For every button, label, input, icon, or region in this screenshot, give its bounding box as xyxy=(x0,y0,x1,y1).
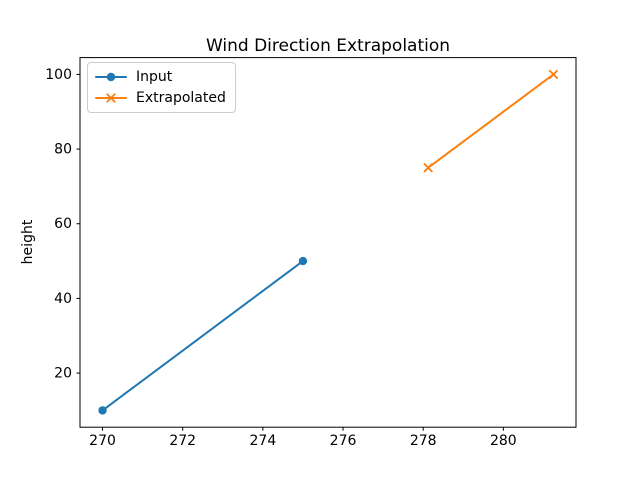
x-tick-label: 278 xyxy=(410,433,437,449)
x-tick-label: 272 xyxy=(169,433,196,449)
circle-marker-icon xyxy=(98,406,107,415)
y-tick-label: 20 xyxy=(54,366,72,382)
x-tick-label: 276 xyxy=(330,433,357,449)
y-tick-label: 60 xyxy=(54,216,72,232)
legend-circle-glyph xyxy=(106,72,116,82)
y-tick-label: 80 xyxy=(54,142,72,158)
legend-label: Input xyxy=(136,69,173,85)
series-line xyxy=(101,260,304,412)
axes-frame xyxy=(79,57,577,428)
legend-label: Extrapolated xyxy=(136,90,226,106)
circle-marker-icon xyxy=(298,256,308,266)
legend-entry: Input xyxy=(95,67,226,87)
x-marker-icon xyxy=(423,162,434,173)
series-line xyxy=(427,73,555,169)
x-tick-label: 280 xyxy=(490,433,517,449)
y-tick-label: 40 xyxy=(54,291,72,307)
y-axis-label: height xyxy=(20,219,36,265)
legend-x-glyph xyxy=(106,93,116,103)
legend-x-marker-icon xyxy=(95,93,127,103)
x-tick-label: 270 xyxy=(89,433,116,449)
legend-circle-marker-icon xyxy=(95,72,127,82)
legend-entry: Extrapolated xyxy=(95,88,226,108)
chart-title: Wind Direction Extrapolation xyxy=(205,36,451,56)
x-tick-label: 274 xyxy=(250,433,277,449)
x-marker-icon xyxy=(548,69,559,80)
legend: Input Extrapolated xyxy=(87,62,236,113)
y-tick-label: 100 xyxy=(45,67,72,83)
